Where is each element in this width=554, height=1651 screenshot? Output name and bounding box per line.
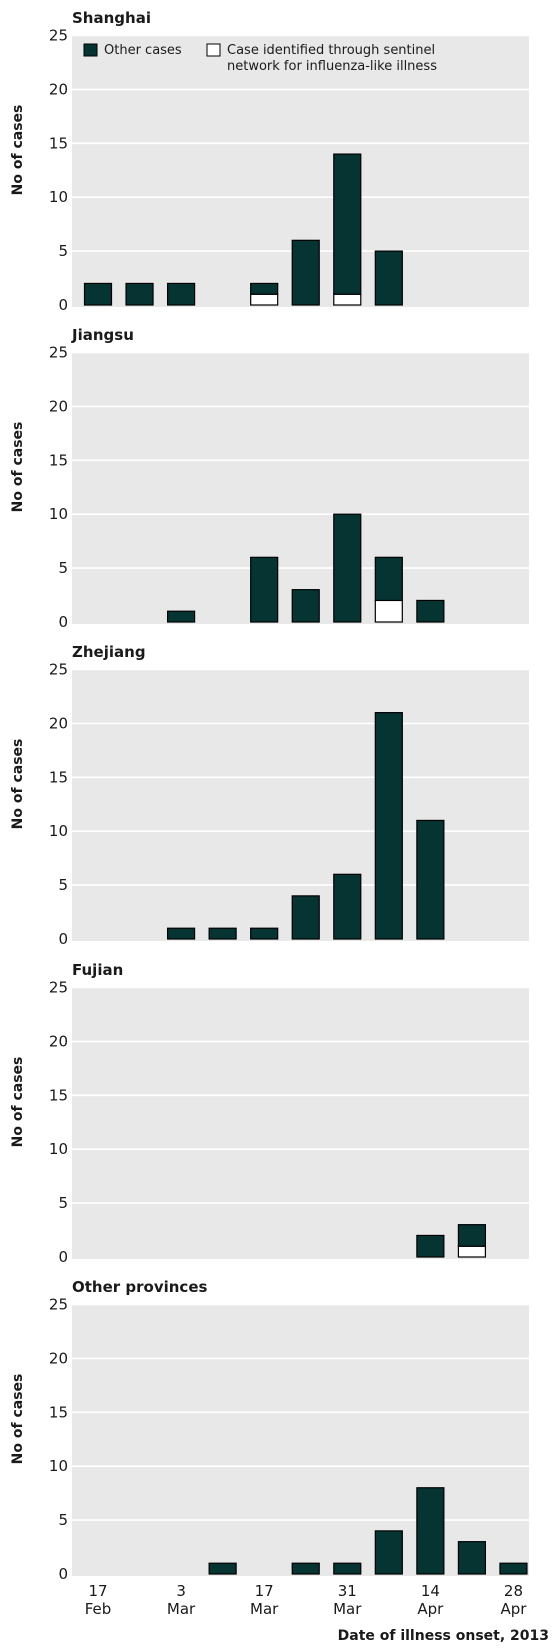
y-tick-label: 5	[58, 242, 68, 260]
y-tick-label: 25	[49, 661, 68, 679]
panel-title: Zhejiang	[72, 643, 146, 661]
y-tick-label: 15	[49, 1086, 68, 1104]
y-tick-label: 10	[49, 188, 68, 206]
y-tick-label: 25	[49, 1296, 68, 1314]
x-tick-label-month: Feb	[85, 1600, 112, 1618]
bar-other-cases	[416, 1234, 445, 1258]
panel-title: Fujian	[72, 961, 123, 979]
y-tick-label: 20	[49, 1349, 68, 1367]
y-tick-label: 15	[49, 134, 68, 152]
x-axis-label: Date of illness onset, 2013	[338, 1628, 549, 1644]
bar-other-cases	[208, 927, 237, 940]
y-tick-label: 0	[58, 296, 68, 314]
panel-background	[72, 352, 529, 624]
y-tick-label: 20	[49, 714, 68, 732]
y-tick-label: 10	[49, 822, 68, 840]
bar-other-cases	[333, 513, 362, 623]
legend-swatch-sentinel	[206, 43, 221, 57]
bar-other-cases	[499, 1562, 528, 1575]
bar-other-cases	[374, 1530, 403, 1575]
bar-other-cases	[416, 599, 445, 623]
bar-sentinel-case	[374, 599, 403, 623]
y-axis-label: No of cases	[10, 105, 26, 196]
legend-label-other: Other cases	[104, 43, 182, 58]
bar-other-cases	[374, 556, 403, 602]
y-tick-label: 15	[49, 768, 68, 786]
bar-sentinel-case	[333, 293, 362, 306]
y-tick-label: 20	[49, 80, 68, 98]
y-axis-label: No of cases	[10, 1374, 26, 1465]
bar-other-cases	[291, 589, 320, 623]
x-tick-label-day: 14	[421, 1582, 440, 1600]
x-tick-label-month: Mar	[333, 1600, 362, 1618]
bar-sentinel-case	[250, 293, 279, 306]
panel-title: Shanghai	[72, 9, 151, 27]
y-tick-label: 25	[49, 344, 68, 362]
y-tick-label: 0	[58, 930, 68, 948]
y-tick-label: 5	[58, 559, 68, 577]
x-tick-label-month: Apr	[417, 1600, 444, 1618]
bar-other-cases	[250, 927, 279, 940]
bar-other-cases	[250, 556, 279, 623]
y-axis-label: No of cases	[10, 739, 26, 830]
panel-title: Other provinces	[72, 1278, 207, 1296]
bar-other-cases	[416, 1487, 445, 1575]
y-tick-label: 0	[58, 1565, 68, 1583]
bar-other-cases	[291, 1562, 320, 1575]
y-tick-label: 25	[49, 979, 68, 997]
x-tick-label-month: Mar	[167, 1600, 196, 1618]
bar-other-cases	[125, 282, 154, 306]
y-tick-label: 15	[49, 451, 68, 469]
bar-other-cases	[374, 250, 403, 306]
bar-other-cases	[250, 282, 279, 295]
bar-other-cases	[83, 282, 113, 306]
y-axis-label: No of cases	[10, 422, 26, 513]
y-tick-label: 0	[58, 1248, 68, 1266]
y-tick-label: 20	[49, 397, 68, 415]
x-tick-label-day: 3	[176, 1582, 186, 1600]
y-tick-label: 10	[49, 505, 68, 523]
y-tick-label: 5	[58, 876, 68, 894]
x-tick-label-day: 31	[338, 1582, 357, 1600]
y-tick-label: 15	[49, 1403, 68, 1421]
bar-other-cases	[333, 873, 362, 940]
x-tick-label-month: Apr	[500, 1600, 527, 1618]
x-tick-label-day: 17	[255, 1582, 274, 1600]
y-tick-label: 10	[49, 1140, 68, 1158]
bar-other-cases	[333, 153, 362, 295]
y-tick-label: 25	[49, 27, 68, 45]
bar-other-cases	[374, 712, 403, 940]
bar-sentinel-case	[457, 1245, 487, 1258]
panel-background	[72, 1304, 529, 1576]
panel-background	[72, 987, 529, 1259]
y-tick-label: 5	[58, 1511, 68, 1529]
bar-other-cases	[166, 282, 196, 306]
y-tick-label: 10	[49, 1457, 68, 1475]
y-tick-label: 0	[58, 613, 68, 631]
x-tick-label-day: 28	[504, 1582, 523, 1600]
y-axis-label: No of cases	[10, 1057, 26, 1148]
x-tick-label-month: Mar	[250, 1600, 279, 1618]
legend-label-sentinel-line2: network for influenza-like illness	[227, 59, 437, 74]
bar-other-cases	[208, 1562, 237, 1575]
bar-other-cases	[166, 610, 196, 623]
bar-other-cases	[333, 1562, 362, 1575]
legend-label-sentinel-line1: Case identified through sentinel	[227, 43, 435, 58]
bar-other-cases	[457, 1541, 487, 1575]
y-tick-label: 5	[58, 1194, 68, 1212]
bar-other-cases	[416, 819, 445, 940]
panel-title: Jiangsu	[71, 326, 134, 344]
bar-other-cases	[457, 1224, 487, 1247]
bar-other-cases	[291, 895, 320, 940]
y-tick-label: 20	[49, 1032, 68, 1050]
x-tick-label-day: 17	[88, 1582, 107, 1600]
bar-other-cases	[166, 927, 196, 940]
bar-other-cases	[291, 239, 320, 306]
legend-swatch-other	[83, 43, 98, 57]
